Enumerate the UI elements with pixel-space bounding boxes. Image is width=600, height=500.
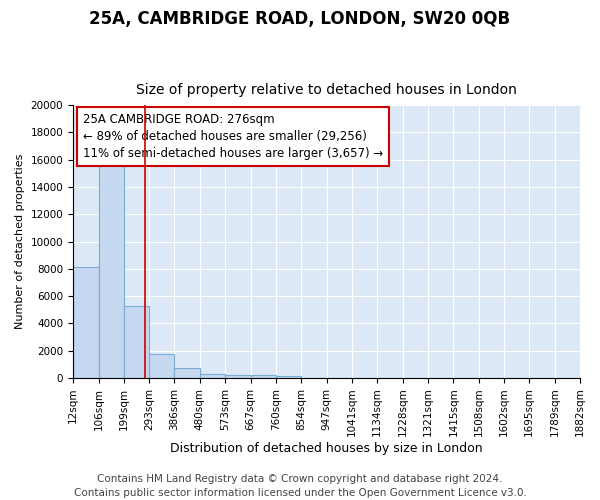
Bar	[225, 375, 251, 378]
Bar	[149, 354, 175, 378]
Title: Size of property relative to detached houses in London: Size of property relative to detached ho…	[136, 83, 517, 97]
Bar	[175, 368, 200, 378]
X-axis label: Distribution of detached houses by size in London: Distribution of detached houses by size …	[170, 442, 483, 455]
Bar	[98, 153, 124, 378]
Y-axis label: Number of detached properties: Number of detached properties	[15, 154, 25, 329]
Text: Contains HM Land Registry data © Crown copyright and database right 2024.
Contai: Contains HM Land Registry data © Crown c…	[74, 474, 526, 498]
Bar	[73, 268, 98, 378]
Bar	[200, 374, 225, 378]
Text: 25A CAMBRIDGE ROAD: 276sqm
← 89% of detached houses are smaller (29,256)
11% of : 25A CAMBRIDGE ROAD: 276sqm ← 89% of deta…	[83, 114, 383, 160]
Bar	[251, 375, 276, 378]
Text: 25A, CAMBRIDGE ROAD, LONDON, SW20 0QB: 25A, CAMBRIDGE ROAD, LONDON, SW20 0QB	[89, 10, 511, 28]
Bar	[276, 376, 301, 378]
Bar	[124, 306, 149, 378]
